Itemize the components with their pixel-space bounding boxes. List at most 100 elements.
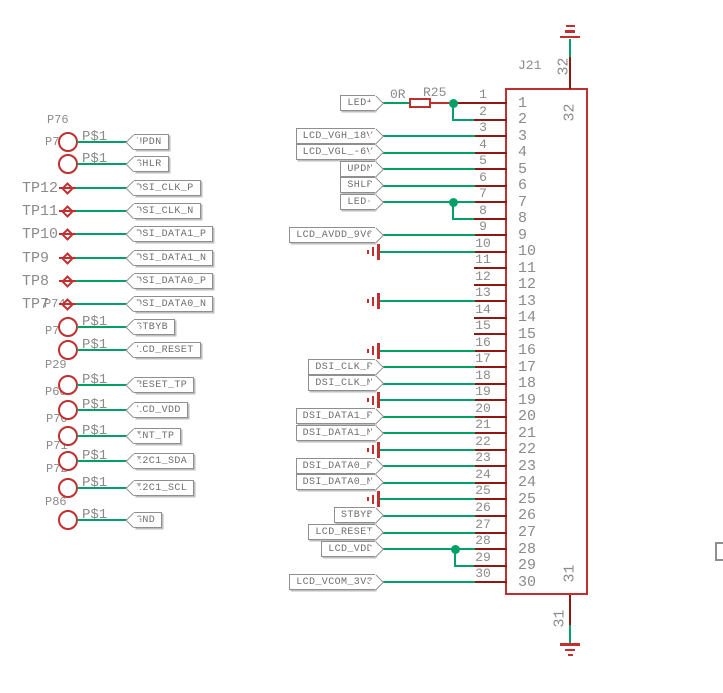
connector-j21-body — [505, 88, 588, 595]
pad-circle-icon — [58, 510, 78, 530]
net-wire — [77, 163, 130, 165]
net-flag: LED- — [340, 193, 375, 210]
pin-number-outer: 29 — [475, 549, 491, 565]
net-flag: DSI_DATA0_P — [134, 272, 214, 289]
net-wire — [380, 448, 475, 451]
net-wire — [380, 432, 475, 435]
net-wire — [380, 151, 475, 154]
clipped-symbol — [715, 542, 723, 561]
net-wire — [380, 581, 475, 583]
net-wire — [452, 217, 474, 220]
pad-circle-icon — [58, 400, 78, 420]
pin-number-inner: 31 — [561, 564, 579, 583]
gnd-icon — [377, 441, 380, 458]
pad-pin-name: P$1 — [82, 397, 108, 413]
net-wire — [380, 399, 475, 402]
part-refdes: P73 — [45, 324, 67, 338]
pin-stub-wire — [474, 201, 507, 204]
net-wire — [76, 303, 130, 305]
pin-number-outer: 25 — [475, 483, 491, 499]
pin-stub-wire — [569, 595, 571, 625]
gnd-icon — [366, 348, 369, 353]
net-wire — [380, 250, 475, 253]
net-wire — [380, 168, 475, 171]
net-flag: LCD_VDD — [321, 540, 375, 557]
pin-stub-wire — [474, 151, 507, 154]
pin-stub-wire — [474, 168, 507, 171]
testpoint-pin-wire — [59, 210, 76, 212]
net-wire — [569, 38, 571, 57]
net-flag: DSI_DATA0_P — [295, 457, 375, 474]
net-wire — [77, 409, 130, 411]
net-wire — [77, 435, 130, 437]
net-wire — [380, 102, 409, 104]
pin-stub-wire — [474, 399, 507, 402]
pin-stub-wire — [474, 432, 507, 435]
net-flag: LCD_AVDD_9V6 — [289, 226, 375, 243]
net-flag: GND — [134, 511, 163, 528]
net-wire — [380, 184, 475, 187]
pin-stub-wire — [474, 498, 507, 501]
net-wire — [76, 233, 130, 235]
gnd-icon — [371, 296, 374, 306]
pin-number-outer: 31 — [551, 609, 569, 628]
net-flag: STBYB — [134, 318, 176, 335]
net-flag-led-plus: LED+ — [340, 94, 375, 111]
net-flag: DSI_DATA1_P — [134, 225, 214, 242]
gnd-icon — [560, 643, 580, 646]
pin-number-outer: 16 — [475, 334, 491, 350]
pin-stub-wire — [474, 548, 507, 550]
pin-stub-wire — [474, 366, 507, 369]
net-wire — [380, 481, 475, 484]
part-refdes: P71 — [46, 439, 68, 453]
testpoint-pin-wire — [59, 303, 76, 305]
gnd-icon — [366, 447, 369, 452]
resistor-r25 — [409, 98, 431, 108]
net-wire — [380, 201, 475, 204]
resistor-refdes: R25 — [423, 85, 447, 100]
net-wire — [76, 280, 130, 282]
net-wire — [431, 102, 455, 104]
pin-stub-wire — [474, 465, 507, 468]
gnd-icon — [565, 648, 575, 651]
pin-stub-wire — [474, 184, 507, 187]
net-wire — [77, 384, 130, 386]
net-wire — [454, 564, 474, 567]
pad-circle-icon — [58, 317, 78, 337]
net-flag: STBYB — [333, 507, 375, 524]
pin-number-outer: 9 — [479, 219, 487, 235]
testpoint-refdes: TP9 — [22, 250, 50, 267]
testpoint-pin-wire — [59, 280, 76, 282]
pin-number-outer: 27 — [475, 516, 491, 532]
pin-number-outer: 22 — [475, 433, 491, 449]
testpoint-icon — [61, 181, 74, 195]
pin-stub-wire — [474, 448, 507, 451]
pin-number-outer: 20 — [475, 400, 491, 416]
pin-stub-wire — [474, 217, 507, 220]
pin-number-outer: 13 — [475, 285, 491, 301]
net-wire — [452, 118, 474, 121]
pin-number-inner: 32 — [561, 103, 579, 122]
pin-stub-wire — [474, 382, 507, 385]
gnd-icon — [567, 653, 573, 656]
net-flag: DSI_DATA0_N — [295, 474, 375, 491]
net-flag: I2C1_SDA — [134, 452, 195, 469]
pad-circle-icon — [58, 340, 78, 360]
gnd-icon — [371, 494, 374, 504]
net-wire — [380, 234, 475, 237]
pin-number-outer: 2 — [479, 103, 487, 119]
net-wire — [380, 548, 475, 550]
net-flag: LCD_RESET — [308, 524, 375, 540]
gnd-icon — [371, 445, 374, 455]
net-flag: INT_TP — [134, 427, 182, 444]
pin-number-outer: 17 — [475, 351, 491, 367]
pad-circle-icon — [58, 154, 78, 174]
net-flag: SHLR — [134, 155, 169, 172]
part-refdes: P75 — [45, 135, 67, 149]
net-flag: LCD_VGL_-6V — [295, 144, 375, 161]
pin-number-outer: 6 — [479, 169, 487, 185]
net-wire — [380, 349, 475, 352]
pin-stub-wire — [474, 481, 507, 484]
gnd-icon — [377, 392, 380, 409]
pin-number-outer: 30 — [475, 566, 491, 581]
